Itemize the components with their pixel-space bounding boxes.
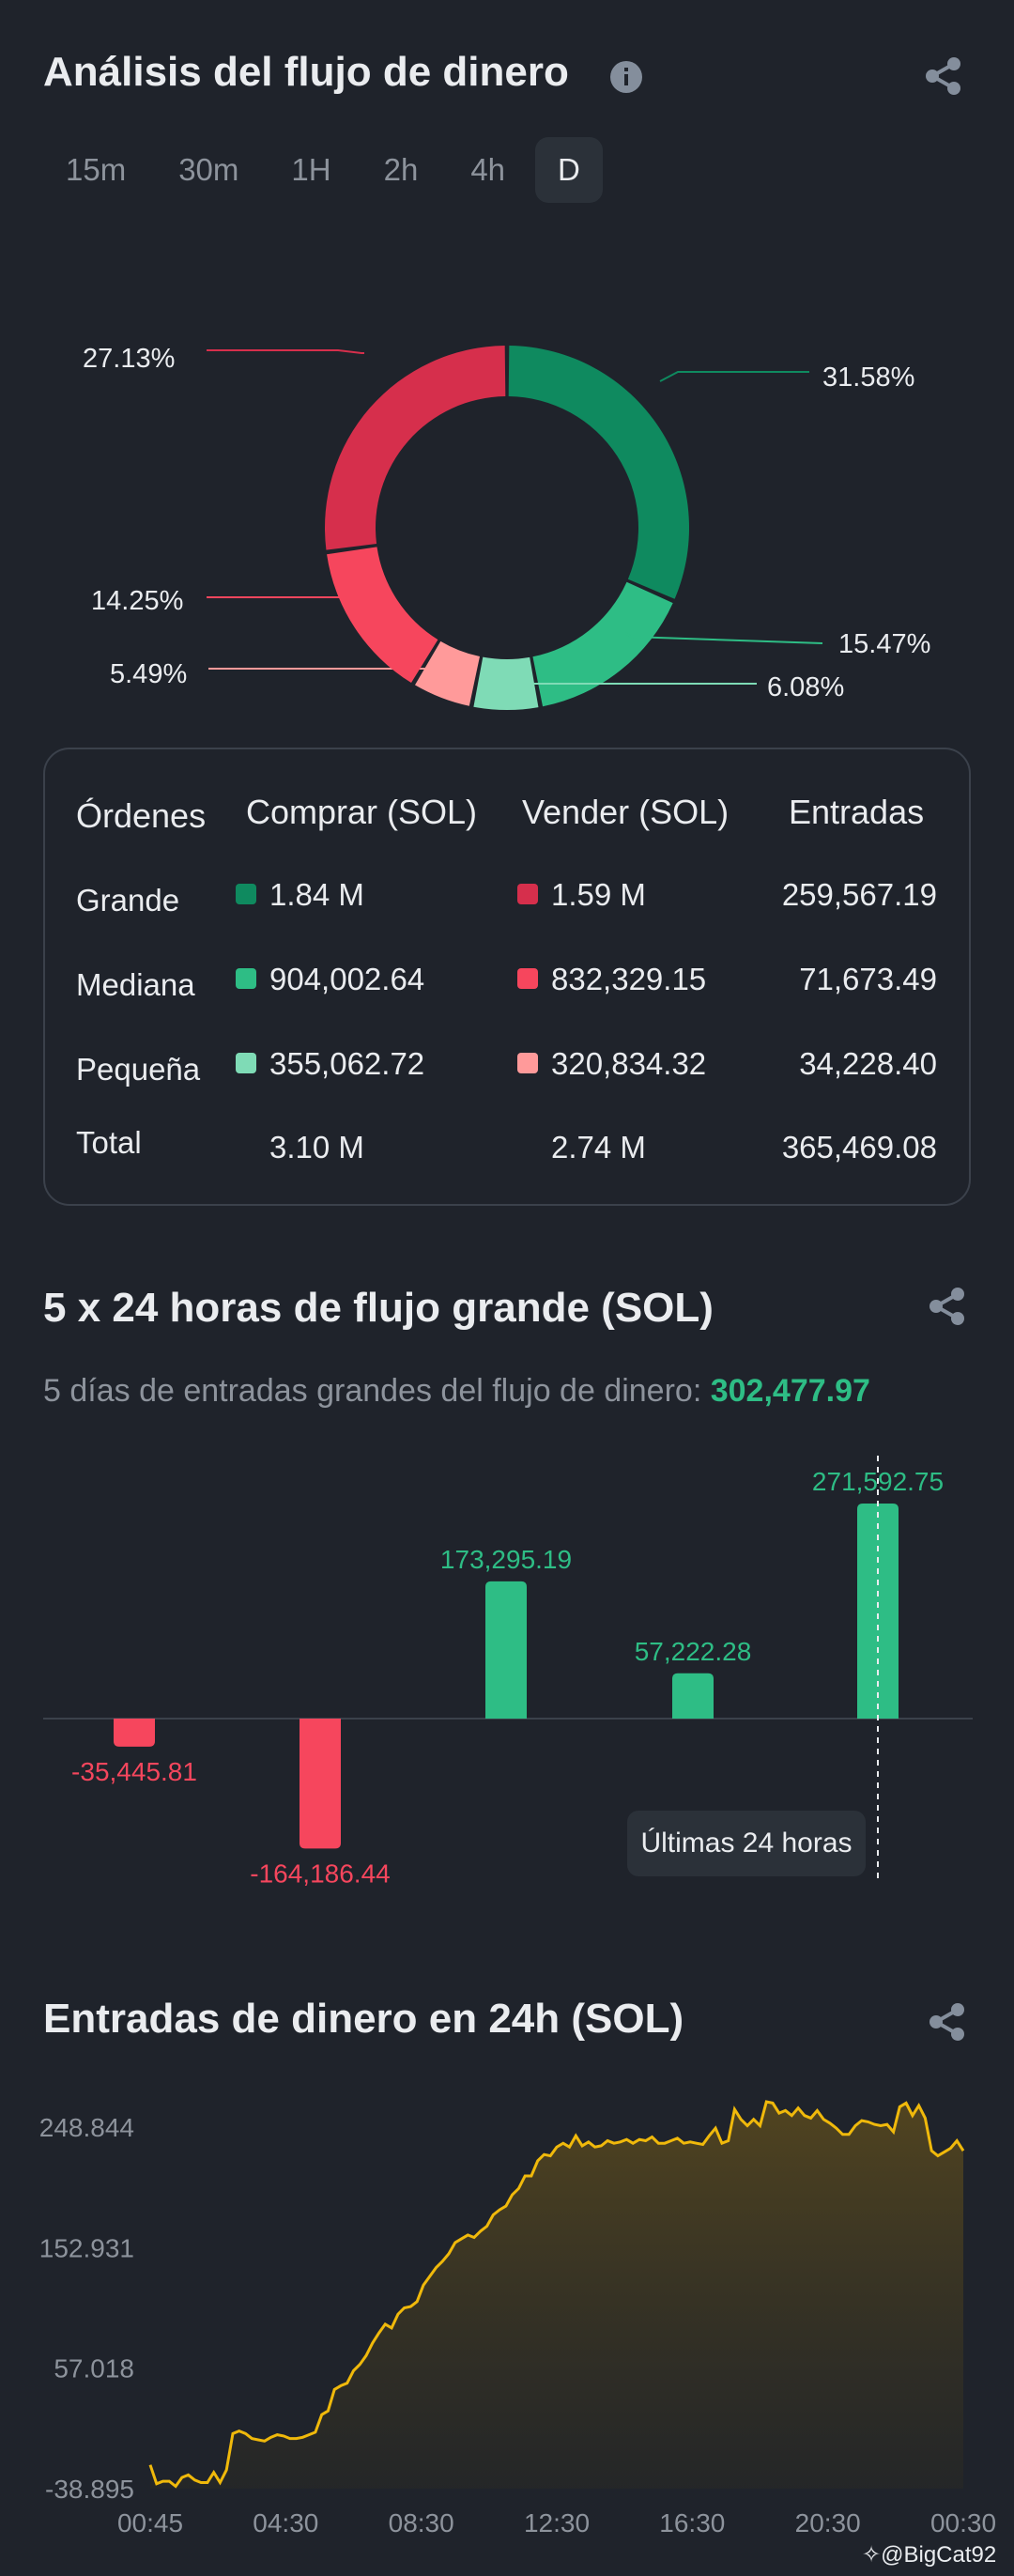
share-icon[interactable] bbox=[922, 54, 965, 98]
donut-leader-line bbox=[512, 659, 757, 685]
cell-large-sell: 1.59 M bbox=[551, 877, 646, 912]
tab-30m[interactable]: 30m bbox=[178, 152, 239, 187]
tab-1h[interactable]: 1H bbox=[291, 152, 331, 187]
sell-color-square bbox=[517, 968, 538, 989]
pie-label-large-sell: 27.13% bbox=[83, 344, 176, 374]
header-sell: Vender (SOL) bbox=[522, 793, 730, 831]
watermark: ✧@BigCat92 bbox=[862, 2541, 996, 2568]
cell-medium-inflow: 71,673.49 bbox=[799, 962, 937, 996]
watermark-text: @BigCat92 bbox=[881, 2542, 997, 2568]
tab-2h[interactable]: 2h bbox=[383, 152, 419, 187]
cell-large-inflow: 259,567.19 bbox=[781, 877, 937, 912]
row-label-medium: Mediana bbox=[76, 967, 195, 1002]
inflow-24h-title: Entradas de dinero en 24h (SOL) bbox=[43, 1996, 684, 2042]
x-tick-label: 08:30 bbox=[389, 2508, 454, 2536]
info-icon[interactable] bbox=[609, 60, 643, 94]
bar-value-label: -35,445.81 bbox=[71, 1757, 197, 1786]
buy-color-square bbox=[236, 884, 256, 904]
bar-value-label: 57,222.28 bbox=[635, 1637, 752, 1666]
header-orders: Órdenes bbox=[76, 796, 207, 835]
flow-bar[interactable] bbox=[485, 1581, 527, 1719]
large-flow-title: 5 x 24 horas de flujo grande (SOL) bbox=[43, 1285, 714, 1331]
tab-4h[interactable]: 4h bbox=[470, 152, 506, 187]
y-tick-label: -38.895 bbox=[45, 2475, 134, 2504]
donut-leader-line bbox=[208, 646, 442, 670]
sell-color-square bbox=[517, 884, 538, 904]
row-label-small: Pequeña bbox=[76, 1052, 201, 1087]
money-flow-title: Análisis del flujo de dinero bbox=[43, 49, 569, 95]
share-icon[interactable] bbox=[926, 1285, 969, 1328]
tab-d[interactable]: D bbox=[535, 137, 603, 203]
row-label-large: Grande bbox=[76, 883, 180, 918]
subtitle-prefix: 5 días de entradas grandes del flujo de … bbox=[43, 1373, 702, 1409]
timeframe-tabs: 15m 30m 1H 2h 4h D bbox=[43, 137, 610, 203]
area-fill bbox=[150, 2102, 963, 2489]
flow-bar[interactable] bbox=[857, 1504, 899, 1719]
pie-label-large-buy: 31.58% bbox=[822, 362, 915, 393]
flow-bar[interactable] bbox=[300, 1719, 341, 1849]
subtitle-value: 302,477.97 bbox=[710, 1373, 870, 1409]
cell-small-buy: 355,062.72 bbox=[269, 1046, 425, 1081]
tooltip-last-24h: Últimas 24 horas bbox=[627, 1811, 866, 1876]
inflow-line bbox=[148, 2100, 965, 2489]
donut-chart bbox=[207, 346, 823, 710]
cell-large-buy: 1.84 M bbox=[269, 877, 364, 912]
x-tick-label: 00:45 bbox=[117, 2508, 183, 2536]
share-icon[interactable] bbox=[926, 2000, 969, 2044]
buy-color-square bbox=[236, 1053, 256, 1073]
cell-total-inflow: 365,469.08 bbox=[781, 1130, 937, 1165]
pie-label-small-buy: 6.08% bbox=[767, 672, 845, 702]
bar-value-label: 173,295.19 bbox=[440, 1545, 572, 1574]
cell-small-sell: 320,834.32 bbox=[551, 1046, 707, 1081]
donut-slice bbox=[325, 346, 506, 550]
donut-leader-line bbox=[659, 371, 809, 382]
cell-total-sell: 2.74 M bbox=[551, 1130, 646, 1165]
pie-label-small-sell: 5.49% bbox=[110, 659, 188, 689]
large-flow-subtitle: 5 días de entradas grandes del flujo de … bbox=[43, 1373, 870, 1410]
cell-total-buy: 3.10 M bbox=[269, 1130, 364, 1165]
cell-medium-buy: 904,002.64 bbox=[269, 962, 425, 996]
cell-small-inflow: 34,228.40 bbox=[799, 1046, 937, 1081]
donut-slice bbox=[473, 656, 539, 710]
donut-slice bbox=[532, 581, 673, 707]
header-buy: Comprar (SOL) bbox=[246, 793, 478, 831]
y-tick-label: 57.018 bbox=[54, 2354, 134, 2383]
x-tick-label: 00:30 bbox=[930, 2508, 996, 2536]
x-tick-label: 12:30 bbox=[524, 2508, 590, 2536]
y-tick-label: 248.844 bbox=[39, 2113, 134, 2142]
flow-bar[interactable] bbox=[114, 1719, 155, 1747]
donut-leader-line bbox=[207, 349, 364, 354]
pie-label-medium-buy: 15.47% bbox=[838, 629, 931, 659]
cell-medium-sell: 832,329.15 bbox=[551, 962, 707, 996]
x-tick-label: 04:30 bbox=[253, 2508, 318, 2536]
sell-color-square bbox=[517, 1053, 538, 1073]
pie-label-medium-sell: 14.25% bbox=[91, 586, 184, 616]
donut-slice bbox=[414, 640, 480, 706]
inflow-area-chart: 248.844 152.931 57.018 -38.895 00:45 04:30 08:… bbox=[39, 2100, 996, 2536]
donut-leader-line bbox=[624, 632, 823, 644]
large-flow-bar-chart: -35,445.81 -164,186.44 173,295.19 57,222.28… bbox=[43, 1456, 973, 1888]
y-tick-label: 152.931 bbox=[39, 2233, 134, 2262]
x-tick-label: 16:30 bbox=[659, 2508, 725, 2536]
buy-color-square bbox=[236, 968, 256, 989]
logo-icon: ✧ bbox=[862, 2542, 882, 2568]
tab-15m[interactable]: 15m bbox=[66, 152, 127, 187]
row-label-total: Total bbox=[76, 1125, 142, 1160]
x-tick-label: 20:30 bbox=[795, 2508, 861, 2536]
orders-table bbox=[43, 748, 971, 1206]
donut-slice bbox=[327, 547, 438, 684]
flow-bar[interactable] bbox=[672, 1673, 714, 1719]
header-inflow: Entradas bbox=[789, 793, 925, 831]
bar-value-label: -164,186.44 bbox=[250, 1859, 390, 1888]
donut-slice bbox=[508, 346, 689, 599]
